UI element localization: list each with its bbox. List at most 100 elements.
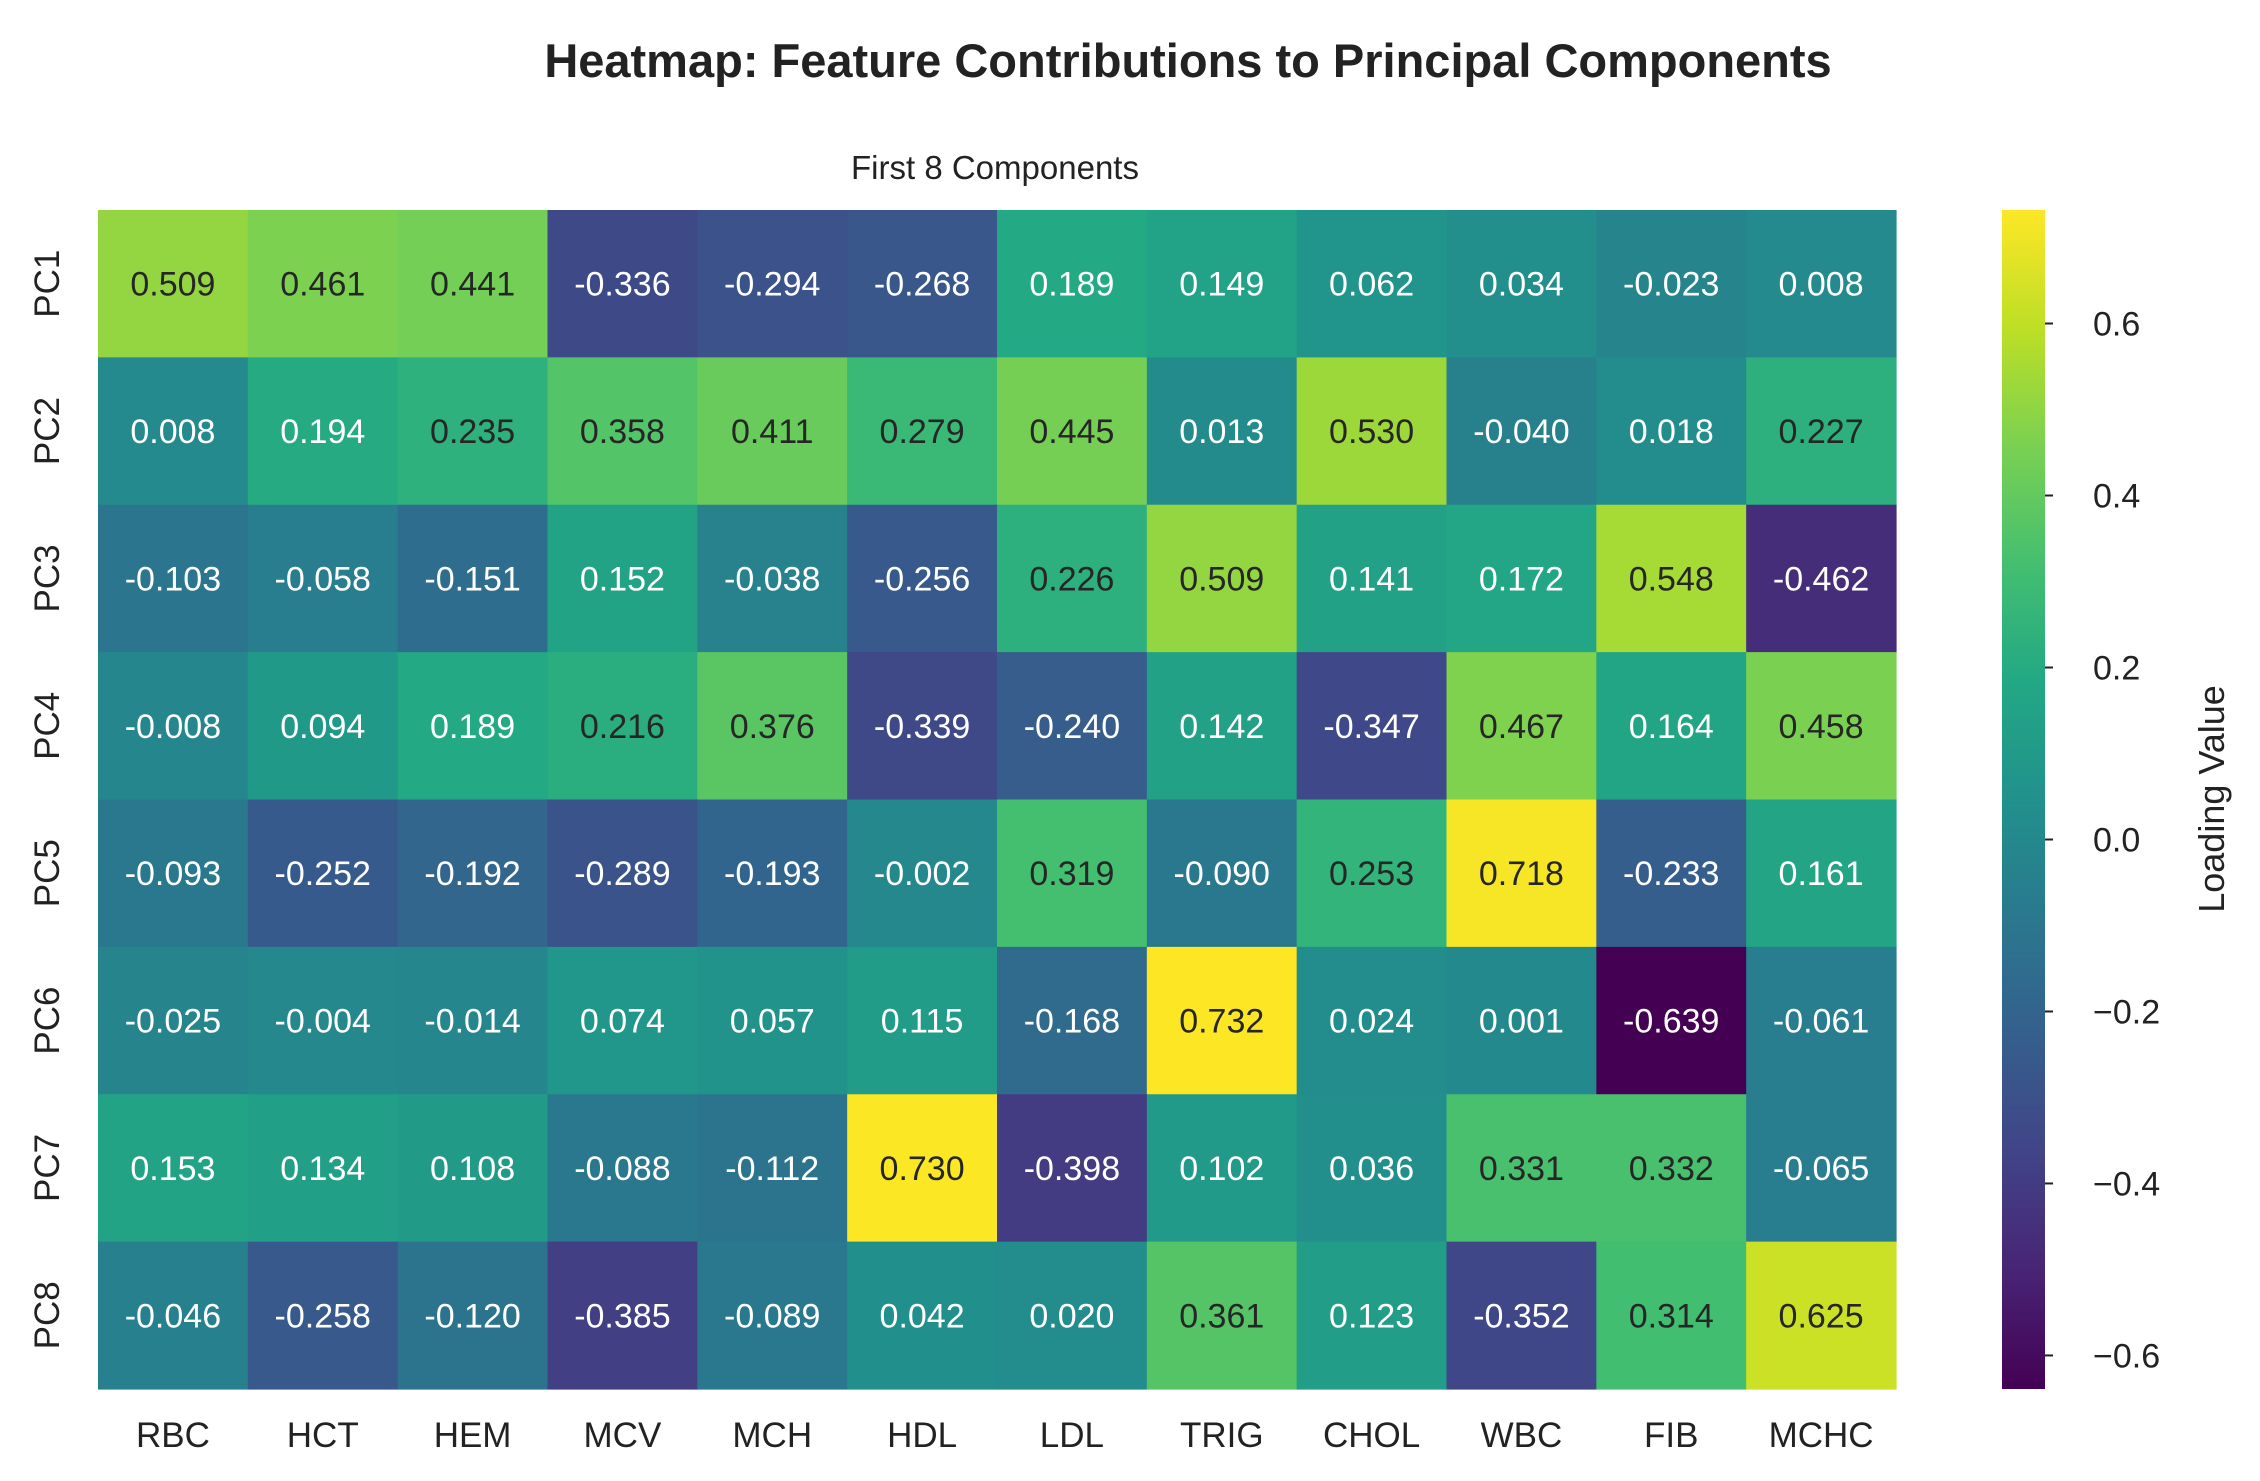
heatmap-cell [997, 1094, 1148, 1243]
heatmap-cell [1446, 799, 1597, 948]
heatmap-cell [1596, 799, 1747, 948]
x-tick-label: FIB [1644, 1416, 1698, 1455]
cell-value-label: 0.467 [1479, 708, 1564, 746]
heatmap-cell [697, 357, 848, 506]
heatmap-cell [847, 1241, 998, 1390]
x-tick-label: HEM [434, 1416, 512, 1455]
cell-value-label: 0.358 [580, 413, 665, 451]
heatmap-cell [1596, 210, 1747, 358]
cell-value-label: -0.294 [724, 266, 820, 304]
cell-value-label: 0.001 [1479, 1003, 1564, 1041]
colorbar-tick-label: 0.6 [2093, 306, 2140, 344]
heatmap-cell [1596, 504, 1747, 653]
heatmap-cell [247, 946, 399, 1095]
cell-value-label: -0.025 [125, 1003, 221, 1041]
heatmap-cell [1596, 1094, 1747, 1243]
heatmap-cell [98, 946, 249, 1095]
x-tick-label: TRIG [1180, 1416, 1264, 1455]
heatmap-cell [1746, 799, 1897, 948]
heatmap-cell [1446, 1094, 1597, 1243]
cell-value-label: -0.339 [874, 708, 970, 746]
heatmap-cell [1596, 1241, 1747, 1390]
heatmap-cell [697, 946, 848, 1095]
heatmap-cell [547, 210, 698, 358]
cell-value-label: -0.192 [424, 855, 520, 893]
cell-value-label: 0.227 [1779, 413, 1864, 451]
heatmap-cell [397, 210, 549, 358]
cell-value-label: 0.123 [1329, 1297, 1414, 1335]
heatmap-cell [997, 357, 1148, 506]
heatmap-cell [1146, 652, 1298, 801]
heatmap-cell [697, 504, 848, 653]
heatmap-cell [547, 946, 698, 1095]
cell-value-label: -0.065 [1773, 1150, 1869, 1188]
heatmap-cell [1146, 799, 1298, 948]
y-tick-label: PC3 [28, 544, 67, 612]
x-tick-label: MCHC [1769, 1416, 1874, 1455]
cell-value-label: -0.193 [724, 855, 820, 893]
cell-value-label: -0.233 [1623, 855, 1719, 893]
cell-value-label: 0.216 [580, 708, 665, 746]
cell-value-label: 0.142 [1179, 708, 1264, 746]
x-tick-label: RBC [136, 1416, 210, 1455]
cell-value-label: 0.445 [1029, 413, 1114, 451]
heatmap-cell [1746, 357, 1897, 506]
heatmap-cells [98, 210, 1897, 1390]
cell-value-label: -0.089 [724, 1297, 820, 1335]
heatmap-cell [847, 652, 998, 801]
cell-value-label: -0.168 [1024, 1003, 1120, 1041]
colorbar-tick-label: −0.4 [2093, 1165, 2160, 1203]
heatmap-cell [397, 799, 549, 948]
chart-subtitle: First 8 Components [851, 149, 1139, 186]
cell-value-label: 0.134 [280, 1150, 365, 1188]
cell-value-label: 0.149 [1179, 266, 1264, 304]
colorbar-tick-label: 0.2 [2093, 650, 2140, 688]
heatmap-cell [997, 210, 1148, 358]
cell-value-label: 0.034 [1479, 266, 1564, 304]
cell-value-label: 0.115 [881, 1003, 964, 1041]
cell-value-label: 0.057 [730, 1003, 815, 1041]
cell-value-label: -0.252 [275, 855, 371, 893]
cell-value-label: 0.509 [130, 266, 215, 304]
cell-value-label: 0.074 [580, 1003, 665, 1041]
cell-value-label: 0.172 [1479, 560, 1564, 598]
heatmap-cell [1446, 357, 1597, 506]
heatmap-cell [1146, 504, 1298, 653]
heatmap-cell [1146, 357, 1298, 506]
cell-value-label: -0.336 [574, 266, 670, 304]
heatmap-cell [397, 946, 549, 1095]
y-tick-label: PC2 [28, 397, 67, 465]
heatmap-cell [98, 504, 249, 653]
cell-value-label: 0.102 [1179, 1150, 1264, 1188]
heatmap-cell [697, 1094, 848, 1243]
cell-value-label: -0.240 [1024, 708, 1120, 746]
cell-value-label: 0.013 [1179, 413, 1264, 451]
heatmap-cell [98, 652, 249, 801]
cell-value-label: -0.256 [874, 560, 970, 598]
heatmap-cell [98, 210, 249, 358]
cell-value-label: 0.732 [1179, 1003, 1264, 1041]
heatmap-cell [98, 799, 249, 948]
cell-value-label: -0.289 [574, 855, 670, 893]
cell-value-label: -0.040 [1473, 413, 1569, 451]
cell-value-label: -0.258 [275, 1297, 371, 1335]
heatmap-cell [247, 799, 399, 948]
cell-value-label: 0.718 [1479, 855, 1564, 893]
heatmap-cell [547, 357, 698, 506]
heatmap-cell [1296, 799, 1448, 948]
heatmap-cell [1296, 946, 1448, 1095]
heatmap-cell [547, 1241, 698, 1390]
heatmap-cell [997, 504, 1148, 653]
heatmap-cell [1596, 652, 1747, 801]
cell-value-label: 0.161 [1779, 855, 1864, 893]
cell-value-label: 0.530 [1329, 413, 1414, 451]
heatmap-cell [1746, 652, 1897, 801]
cell-value-label: 0.153 [130, 1150, 215, 1188]
cell-value-label: 0.008 [130, 413, 215, 451]
cell-value-label: -0.268 [874, 266, 970, 304]
heatmap-cell [98, 1094, 249, 1243]
cell-value-label: -0.385 [574, 1297, 670, 1335]
cell-value-label: -0.462 [1773, 560, 1869, 598]
heatmap-cell [547, 799, 698, 948]
